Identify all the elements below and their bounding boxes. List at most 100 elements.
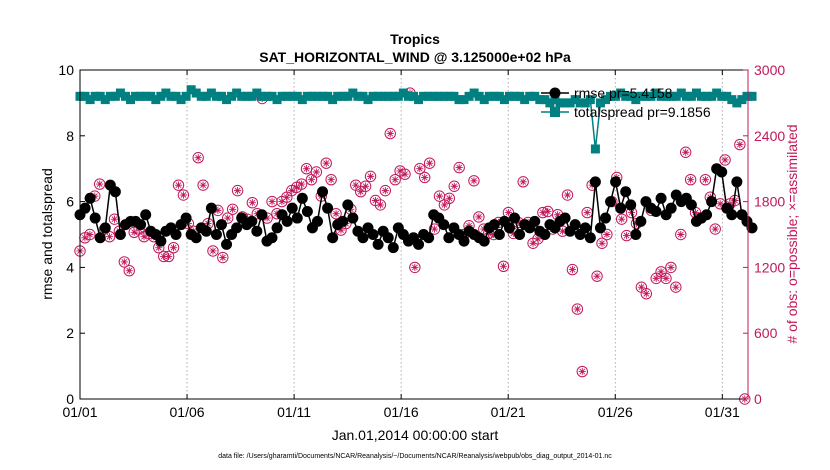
obs-possible-marker <box>246 196 259 209</box>
rmse-marker <box>337 215 349 227</box>
totalspread-marker <box>161 88 171 98</box>
legend: rmse pr=5.4158 totalspread pr=9.1856 <box>541 85 711 120</box>
obs-assimilated-marker <box>268 198 276 206</box>
rmse-marker <box>635 215 647 227</box>
obs-assimilated-marker <box>130 228 138 236</box>
totalspread-marker <box>120 91 130 101</box>
rmse-marker <box>322 202 334 214</box>
totalspread-marker <box>257 91 267 101</box>
totalspread-marker <box>171 91 181 101</box>
totalspread-marker <box>216 91 226 101</box>
obs-possible-marker <box>414 163 426 175</box>
totalspread-marker <box>469 88 479 98</box>
totalspread-marker <box>570 95 580 105</box>
totalspread-marker <box>383 91 393 101</box>
obs-assimilated-marker <box>401 170 409 178</box>
obs-assimilated-marker <box>445 194 453 202</box>
totalspread-marker <box>398 88 408 98</box>
rmse-marker <box>342 199 354 211</box>
totalspread-marker <box>312 91 322 101</box>
totalspread-marker <box>252 88 262 98</box>
rmse-marker <box>514 229 526 240</box>
totalspread-marker <box>742 91 752 101</box>
totalspread-marker <box>691 88 701 98</box>
totalspread-marker <box>560 98 570 108</box>
totalspread-marker <box>434 91 444 101</box>
obs-assimilated-marker <box>563 191 572 199</box>
totalspread-marker <box>595 98 605 108</box>
obs-possible-marker <box>517 176 529 188</box>
totalspread-marker <box>287 91 297 101</box>
totalspread-marker <box>590 144 600 154</box>
y-right-tick-label: 600 <box>754 325 778 341</box>
obs-assimilated-marker <box>480 225 488 233</box>
totalspread-marker <box>232 88 242 98</box>
totalspread-marker <box>474 91 484 101</box>
obs-assimilated-marker <box>716 200 724 208</box>
y-left-tick-label: 0 <box>66 391 74 407</box>
obs-possible-marker <box>108 213 121 225</box>
totalspread-marker <box>393 91 403 101</box>
totalspread-marker <box>80 91 90 101</box>
obs-assimilated-marker <box>322 159 330 167</box>
totalspread-marker <box>302 91 312 101</box>
y-axis-right-ticks: 0 600 1200 1800 2400 3000 <box>743 62 785 407</box>
rmse-marker <box>317 186 329 198</box>
totalspread-marker <box>727 95 737 105</box>
obs-assimilated-marker <box>381 187 389 195</box>
obs-assimilated-marker <box>440 201 449 209</box>
rmse-marker <box>539 229 551 240</box>
totalspread-marker <box>206 88 216 98</box>
obs-possible-marker <box>423 157 436 169</box>
rmse-marker <box>180 212 192 224</box>
obs-assimilated-marker <box>603 230 611 239</box>
obs-possible-marker <box>295 178 308 190</box>
totalspread-marker <box>237 91 247 101</box>
obs-possible-marker <box>670 281 682 293</box>
obs-assimilated-marker <box>490 230 498 239</box>
rmse-marker <box>610 176 622 188</box>
x-tick-label: 01/06 <box>170 404 205 420</box>
rmse-marker <box>114 229 126 240</box>
rmse-marker <box>140 209 152 221</box>
totalspread-marker <box>479 95 489 105</box>
rmse-marker <box>701 209 713 221</box>
obs-assimilated-marker <box>583 208 591 217</box>
rmse-marker <box>423 232 435 244</box>
obs-assimilated-marker <box>544 207 552 216</box>
rmse-marker <box>706 196 718 208</box>
footnote: data file: /Users/gharamti/Documents/NCA… <box>218 453 612 460</box>
obs-possible-marker <box>167 241 180 254</box>
obs-possible-marker <box>84 228 96 241</box>
obs-possible-marker <box>679 146 692 158</box>
y-right-tick-label: 1200 <box>754 259 785 275</box>
totalspread-marker <box>454 95 464 105</box>
rmse-marker <box>387 242 399 254</box>
rmse-marker <box>458 235 470 247</box>
totalspread-marker <box>368 91 378 101</box>
rmse-marker <box>109 186 121 198</box>
obs-assimilated-marker <box>711 225 719 233</box>
obs-assimilated-marker <box>366 172 375 180</box>
rmse-marker <box>605 196 617 208</box>
obs-assimilated-marker <box>194 154 202 162</box>
obs-assimilated-marker <box>568 265 577 274</box>
x-tick-label: 01/11 <box>277 404 311 420</box>
totalspread-marker <box>712 88 722 98</box>
totalspread-marker <box>510 91 520 101</box>
obs-possible-marker <box>591 270 603 282</box>
obs-assimilated-marker <box>573 305 581 313</box>
obs-assimilated-marker <box>165 252 173 261</box>
obs-assimilated-marker <box>657 268 665 276</box>
totalspread-marker <box>651 88 661 98</box>
totalspread-marker <box>191 88 201 98</box>
totalspread-marker <box>227 91 237 101</box>
obs-possible-marker <box>571 303 584 315</box>
obs-assimilated-marker <box>283 193 291 201</box>
obs-assimilated-marker <box>337 226 345 234</box>
totalspread-marker <box>585 95 595 105</box>
totalspread-marker <box>307 91 317 101</box>
rmse-marker <box>271 222 283 234</box>
totalspread-marker <box>353 91 363 101</box>
totalspread-marker <box>580 98 590 108</box>
